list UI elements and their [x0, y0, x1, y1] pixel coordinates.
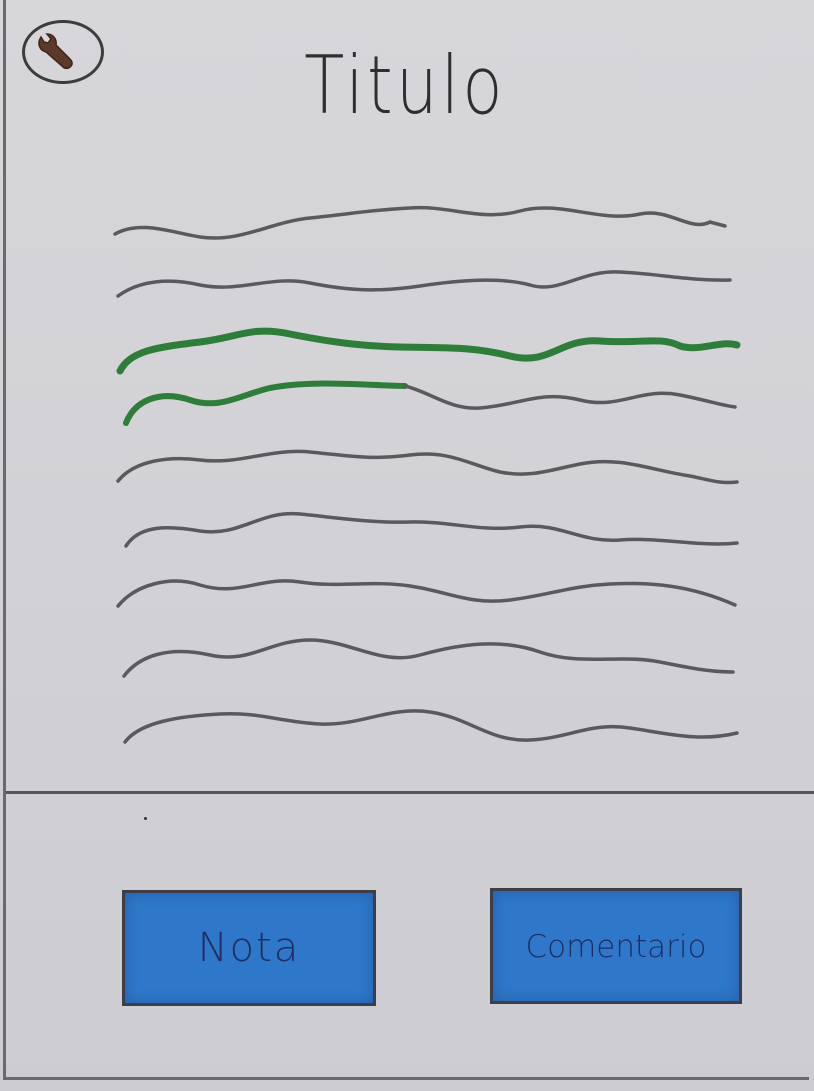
- text-line: [123, 709, 739, 744]
- comentario-button[interactable]: Comentario: [490, 888, 742, 1004]
- page-title: Titulo: [304, 39, 506, 132]
- screen-frame: [3, 0, 809, 1080]
- highlighted-line: [116, 327, 741, 375]
- settings-button[interactable]: [22, 20, 104, 84]
- text-line: [403, 384, 737, 410]
- nota-button[interactable]: Nota: [122, 890, 376, 1006]
- wrench-icon: [38, 33, 73, 70]
- text-line: [116, 449, 739, 485]
- text-line: [122, 638, 735, 678]
- pencil-dot: [144, 817, 147, 820]
- text-line: [116, 270, 732, 298]
- highlighted-line: [123, 380, 408, 426]
- section-divider: [6, 791, 814, 794]
- content-area: [113, 205, 741, 744]
- text-line: [113, 205, 727, 240]
- text-line: [124, 511, 739, 548]
- text-line: [116, 579, 737, 608]
